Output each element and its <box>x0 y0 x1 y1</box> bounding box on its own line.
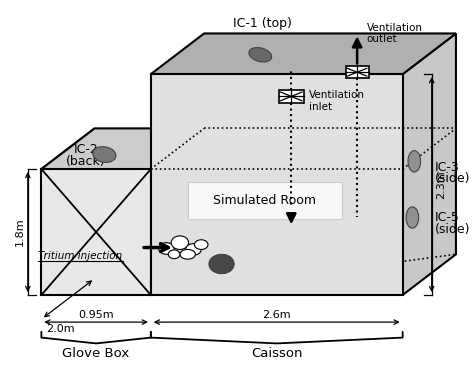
Text: IC-2: IC-2 <box>74 143 98 156</box>
Polygon shape <box>151 74 403 295</box>
Text: Ventilation
outlet: Ventilation outlet <box>367 23 423 44</box>
Ellipse shape <box>249 47 272 62</box>
Ellipse shape <box>186 244 201 255</box>
Text: Ventilation
inlet: Ventilation inlet <box>309 91 365 112</box>
Text: IC-3: IC-3 <box>435 161 459 174</box>
Text: Caisson: Caisson <box>251 347 303 360</box>
Polygon shape <box>151 34 456 74</box>
Ellipse shape <box>93 147 116 162</box>
Text: 2.0m: 2.0m <box>46 324 75 334</box>
Polygon shape <box>41 169 151 295</box>
Text: 2.6m: 2.6m <box>262 310 291 320</box>
Ellipse shape <box>171 236 189 249</box>
Polygon shape <box>403 34 456 295</box>
Ellipse shape <box>180 249 195 259</box>
FancyBboxPatch shape <box>345 66 369 78</box>
Ellipse shape <box>406 207 418 228</box>
FancyBboxPatch shape <box>279 90 304 103</box>
Ellipse shape <box>408 151 420 172</box>
Polygon shape <box>41 128 95 295</box>
Ellipse shape <box>194 240 208 249</box>
Text: Glove Box: Glove Box <box>63 347 130 360</box>
Ellipse shape <box>168 250 180 259</box>
Text: (side): (side) <box>435 223 470 236</box>
Text: IC-1 (top): IC-1 (top) <box>233 17 292 30</box>
Ellipse shape <box>159 243 174 254</box>
Text: (back): (back) <box>66 155 106 168</box>
Text: IC-4: IC-4 <box>241 257 266 270</box>
Text: (side): (side) <box>435 172 470 185</box>
Text: IC-5: IC-5 <box>435 211 459 224</box>
Ellipse shape <box>209 254 234 274</box>
Polygon shape <box>41 128 204 169</box>
Text: 2.3m: 2.3m <box>437 170 446 199</box>
Text: Tritium injection: Tritium injection <box>38 251 122 261</box>
Text: 0.95m: 0.95m <box>78 310 114 320</box>
FancyBboxPatch shape <box>188 182 342 219</box>
Text: (front): (front) <box>241 269 280 282</box>
Text: Simulated Room: Simulated Room <box>213 194 316 207</box>
Text: 1.8m: 1.8m <box>15 218 25 246</box>
